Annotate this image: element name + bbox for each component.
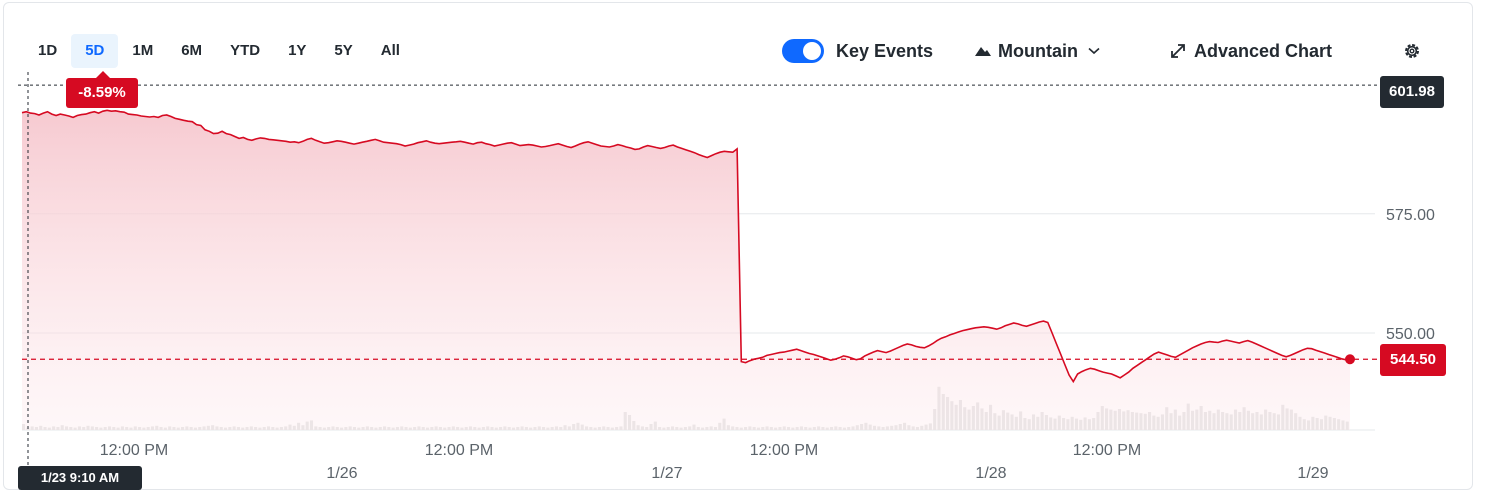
tab-all[interactable]: All (380, 42, 400, 59)
toggle-icon[interactable] (782, 39, 824, 63)
last-price-dot (1345, 354, 1355, 365)
last-price-badge: 544.50 (1380, 344, 1446, 376)
x-tick-label: 1/28 (975, 465, 1006, 482)
x-tick-label: 1/27 (651, 465, 682, 482)
price-area (22, 110, 1350, 431)
tab-1m[interactable]: 1M (132, 42, 154, 59)
key-events-label: Key Events (836, 40, 934, 61)
x-tick-label: 12:00 PM (425, 442, 493, 459)
change-percent-badge: -8.59% (66, 71, 138, 108)
advanced-chart-button[interactable]: Advanced Chart (1170, 34, 1332, 68)
tab-5y[interactable]: 5Y (334, 42, 353, 59)
range-tabs: 1D 5D 1M 6M YTD 1Y 5Y All (24, 34, 414, 68)
y-tick-label: 575.00 (1386, 207, 1435, 224)
mountain-icon (975, 47, 991, 56)
gear-icon (1405, 44, 1419, 58)
chart-type-label: Mountain (998, 40, 1078, 61)
chevron-down-icon (1088, 47, 1100, 55)
x-tick-label: 12:00 PM (1073, 442, 1141, 459)
advanced-chart-label: Advanced Chart (1194, 40, 1333, 61)
cursor-time-badge: 1/23 9:10 AM (18, 466, 142, 490)
settings-button[interactable] (1402, 34, 1422, 68)
tab-ytd[interactable]: YTD (230, 42, 261, 59)
tab-1d[interactable]: 1D (38, 42, 58, 59)
x-tick-label: 12:00 PM (100, 442, 168, 459)
x-tick-label: 12:00 PM (750, 442, 818, 459)
tab-6m[interactable]: 6M (181, 42, 203, 59)
tab-1y[interactable]: 1Y (288, 42, 307, 59)
expand-icon (1171, 44, 1185, 58)
high-price-badge: 601.98 (1380, 76, 1444, 108)
chart-type-dropdown[interactable]: Mountain (974, 34, 1100, 68)
x-tick-label: 1/29 (1297, 465, 1328, 482)
tab-5d[interactable]: 5D (71, 34, 119, 68)
x-tick-label: 1/26 (326, 465, 357, 482)
y-tick-label: 550.00 (1386, 326, 1435, 343)
price-line (21, 109, 1351, 384)
key-events-toggle[interactable]: Key Events (782, 34, 933, 68)
